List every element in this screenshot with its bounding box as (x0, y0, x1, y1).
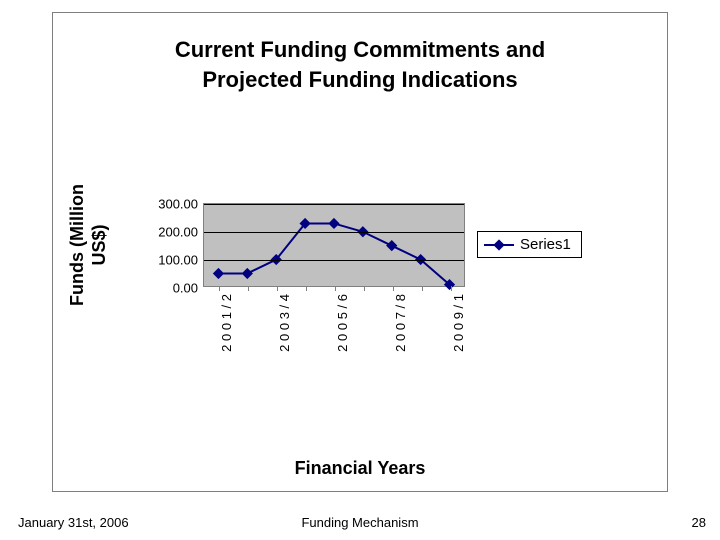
x-axis-label: Financial Years (53, 458, 667, 479)
xtick-label: 2 0 0 1 / 2 (219, 294, 234, 352)
xtick-label: 2 0 0 7 / 8 (393, 294, 408, 352)
legend-label: Series1 (520, 236, 571, 253)
gridline (204, 204, 464, 205)
gridline (204, 260, 464, 261)
series-line (204, 204, 464, 287)
diamond-icon (328, 218, 339, 229)
gridline (204, 232, 464, 233)
ytick-label: 300.00 (158, 197, 198, 212)
xtick-mark (422, 286, 423, 291)
diamond-icon (493, 239, 504, 250)
xtick-label: 2 0 0 5 / 6 (335, 294, 350, 352)
xtick-label: 2 0 0 9 / 1 (451, 294, 466, 352)
xtick-mark (393, 286, 394, 291)
plot-area: 0.00100.00200.00300.002 0 0 1 / 22 0 0 3… (203, 203, 465, 287)
diamond-icon (386, 240, 397, 251)
legend-swatch (484, 238, 514, 252)
plot-wrap: 0.00100.00200.00300.002 0 0 1 / 22 0 0 3… (203, 203, 465, 287)
footer-center: Funding Mechanism (0, 515, 720, 530)
xtick-mark (306, 286, 307, 291)
xtick-mark (277, 286, 278, 291)
xtick-label: 2 0 0 3 / 4 (277, 294, 292, 352)
xtick-mark (219, 286, 220, 291)
ytick-label: 100.00 (158, 253, 198, 268)
xtick-mark (364, 286, 365, 291)
y-axis-label: Funds (MillionUS$) (67, 175, 110, 315)
xtick-mark (335, 286, 336, 291)
chart-title: Current Funding Commitments and Projecte… (53, 35, 667, 94)
chart-frame: Current Funding Commitments and Projecte… (52, 12, 668, 492)
ytick-label: 0.00 (173, 281, 198, 296)
footer-page-number: 28 (692, 515, 706, 530)
xtick-mark (248, 286, 249, 291)
diamond-icon (242, 268, 253, 279)
slide: Current Funding Commitments and Projecte… (0, 0, 720, 540)
legend: Series1 (477, 231, 582, 258)
ytick-label: 200.00 (158, 225, 198, 240)
xtick-mark (451, 286, 452, 291)
diamond-icon (213, 268, 224, 279)
